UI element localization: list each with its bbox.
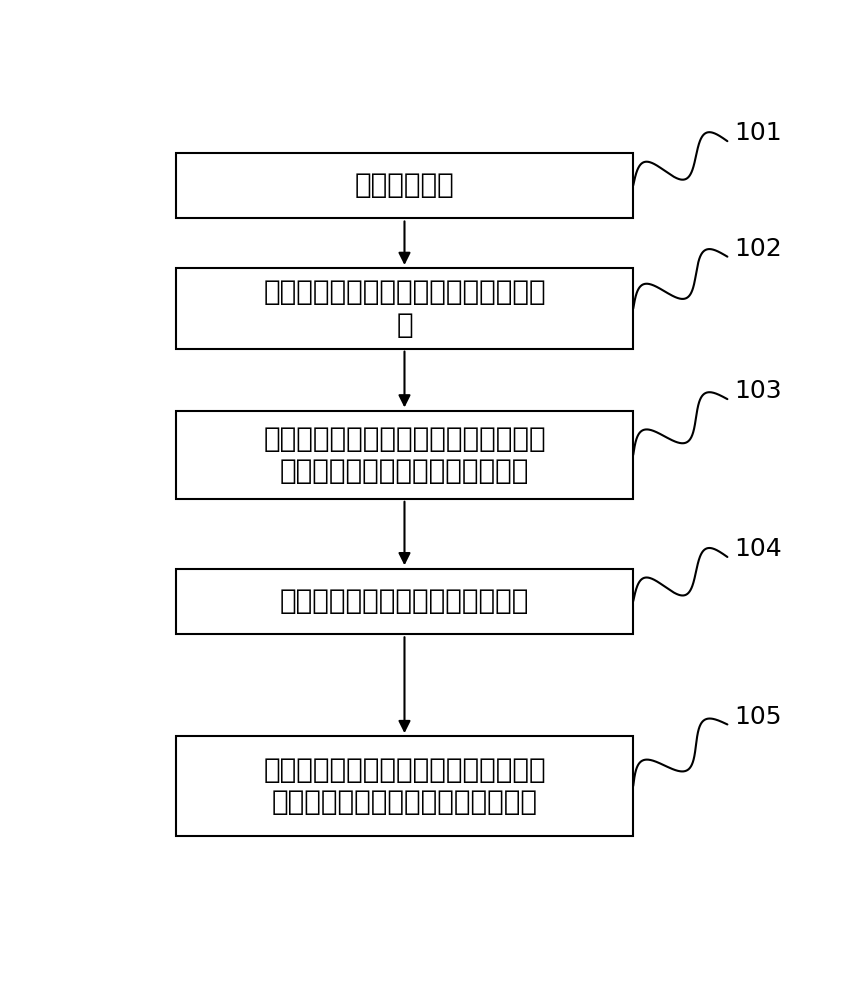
Text: 101: 101 [734, 121, 782, 145]
Text: 进行训练，以获得新的教学训练模型: 进行训练，以获得新的教学训练模型 [272, 788, 537, 816]
Bar [175, 153, 634, 218]
Text: 105: 105 [734, 705, 781, 729]
Text: 签: 签 [396, 311, 413, 339]
Text: 第一图像中的对象标签能够被修改: 第一图像中的对象标签能够被修改 [279, 457, 529, 485]
Text: 输出包含对象标签的第一图像，以使得: 输出包含对象标签的第一图像，以使得 [263, 425, 546, 453]
Text: 103: 103 [734, 379, 782, 403]
Bar [175, 268, 634, 349]
Text: 接收针对对象标签的标签修改操作: 接收针对对象标签的标签修改操作 [279, 587, 529, 615]
Text: 102: 102 [734, 237, 782, 261]
Bar [175, 736, 634, 836]
Text: 获得第一图像: 获得第一图像 [355, 171, 454, 199]
Bar [175, 411, 634, 499]
Text: 利用修改后的对象标签对教学训练模型: 利用修改后的对象标签对教学训练模型 [263, 756, 546, 784]
Text: 104: 104 [734, 537, 782, 561]
Bar [175, 569, 634, 634]
Text: 获得第一图像中至少一个对象的对象标: 获得第一图像中至少一个对象的对象标 [263, 278, 546, 306]
